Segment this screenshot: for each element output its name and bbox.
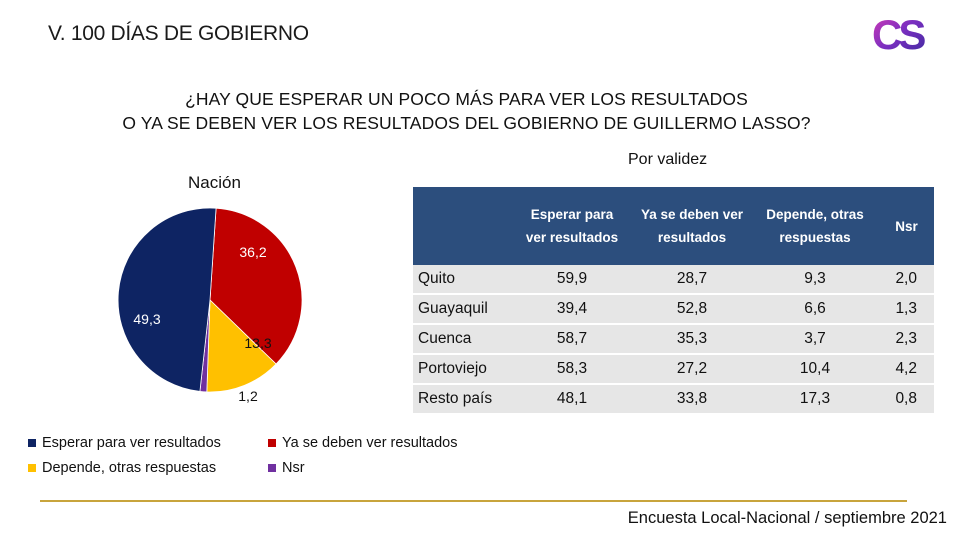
table-cell: 39,4 (511, 294, 633, 325)
table-row: Portoviejo 58,3 27,2 10,4 4,2 (413, 354, 934, 385)
table-cell: 58,7 (511, 324, 633, 355)
table-header-cell: Depende, otras respuestas (751, 187, 879, 265)
table-row: Cuenca 58,7 35,3 3,7 2,3 (413, 324, 934, 355)
table-cell: 17,3 (751, 384, 879, 415)
table-row: Quito 59,9 28,7 9,3 2,0 (413, 265, 934, 295)
legend-label: Esperar para ver resultados (42, 435, 221, 451)
pie-slice (117, 207, 217, 392)
pie-slice (209, 207, 303, 365)
pie-slice (206, 299, 277, 393)
footer-rule (40, 500, 907, 502)
table-header-row: Esperar para ver resultados Ya se deben ve… (413, 187, 934, 265)
legend-swatch (28, 439, 36, 447)
legend-label: Ya se deben ver resultados (282, 435, 458, 451)
pie-data-label: 13,3 (244, 335, 271, 351)
table-header-cell (413, 187, 511, 265)
table-cell: 6,6 (751, 294, 879, 325)
legend-item: Nsr (268, 460, 305, 476)
table-cell: 33,8 (633, 384, 751, 415)
svg-text:CS: CS (872, 14, 925, 54)
table-cell: 52,8 (633, 294, 751, 325)
pie-chart: 36,2 13,3 1,2 49,3 (117, 207, 303, 404)
table-cell: 10,4 (751, 354, 879, 385)
table-cell: 28,7 (633, 265, 751, 295)
table-cell: 59,9 (511, 265, 633, 295)
pie-data-label: 36,2 (239, 244, 266, 260)
table-header-cell: Ya se deben ver resultados (633, 187, 751, 265)
table-row-label: Quito (413, 265, 511, 295)
table-cell: 27,2 (633, 354, 751, 385)
table-row-label: Resto país (413, 384, 511, 415)
table-row-label: Cuenca (413, 324, 511, 355)
question-line-2: O YA SE DEBEN VER LOS RESULTADOS DEL GOB… (122, 113, 811, 133)
legend-swatch (28, 464, 36, 472)
legend-swatch (268, 439, 276, 447)
results-table: Esperar para ver resultados Ya se deben ve… (413, 187, 934, 415)
table-cell: 0,8 (879, 384, 934, 415)
legend-swatch (268, 464, 276, 472)
page-title: V. 100 DÍAS DE GOBIERNO (48, 22, 309, 45)
footer-source: Encuesta Local-Nacional / septiembre 202… (627, 509, 947, 527)
pie-legend: Esperar para ver resultados Ya se deben v… (28, 435, 508, 480)
table-cell: 35,3 (633, 324, 751, 355)
table-cell: 9,3 (751, 265, 879, 295)
legend-item: Ya se deben ver resultados (268, 435, 457, 451)
legend-label: Nsr (282, 460, 305, 476)
table-cell: 2,0 (879, 265, 934, 295)
table-row-label: Portoviejo (413, 354, 511, 385)
legend-item: Esperar para ver resultados (28, 435, 221, 451)
pie-title: Nación (188, 173, 241, 192)
cs-logo: CS (872, 14, 929, 54)
table-cell: 4,2 (879, 354, 934, 385)
table-title: Por validez (628, 151, 708, 168)
table-header-cell: Esperar para ver resultados (511, 187, 633, 265)
pie-data-label: 1,2 (238, 388, 258, 404)
table-header-cell: Nsr (879, 187, 934, 265)
question-line-1: ¿HAY QUE ESPERAR UN POCO MÁS PARA VER LO… (185, 89, 748, 109)
table-row: Resto país 48,1 33,8 17,3 0,8 (413, 384, 934, 415)
table-cell: 1,3 (879, 294, 934, 325)
table-cell: 2,3 (879, 324, 934, 355)
table-row-label: Guayaquil (413, 294, 511, 325)
legend-label: Depende, otras respuestas (42, 460, 217, 476)
table-row: Guayaquil 39,4 52,8 6,6 1,3 (413, 294, 934, 325)
table-cell: 58,3 (511, 354, 633, 385)
legend-item: Depende, otras respuestas (28, 460, 216, 476)
table-cell: 48,1 (511, 384, 633, 415)
pie-data-label: 49,3 (133, 311, 160, 327)
table-cell: 3,7 (751, 324, 879, 355)
